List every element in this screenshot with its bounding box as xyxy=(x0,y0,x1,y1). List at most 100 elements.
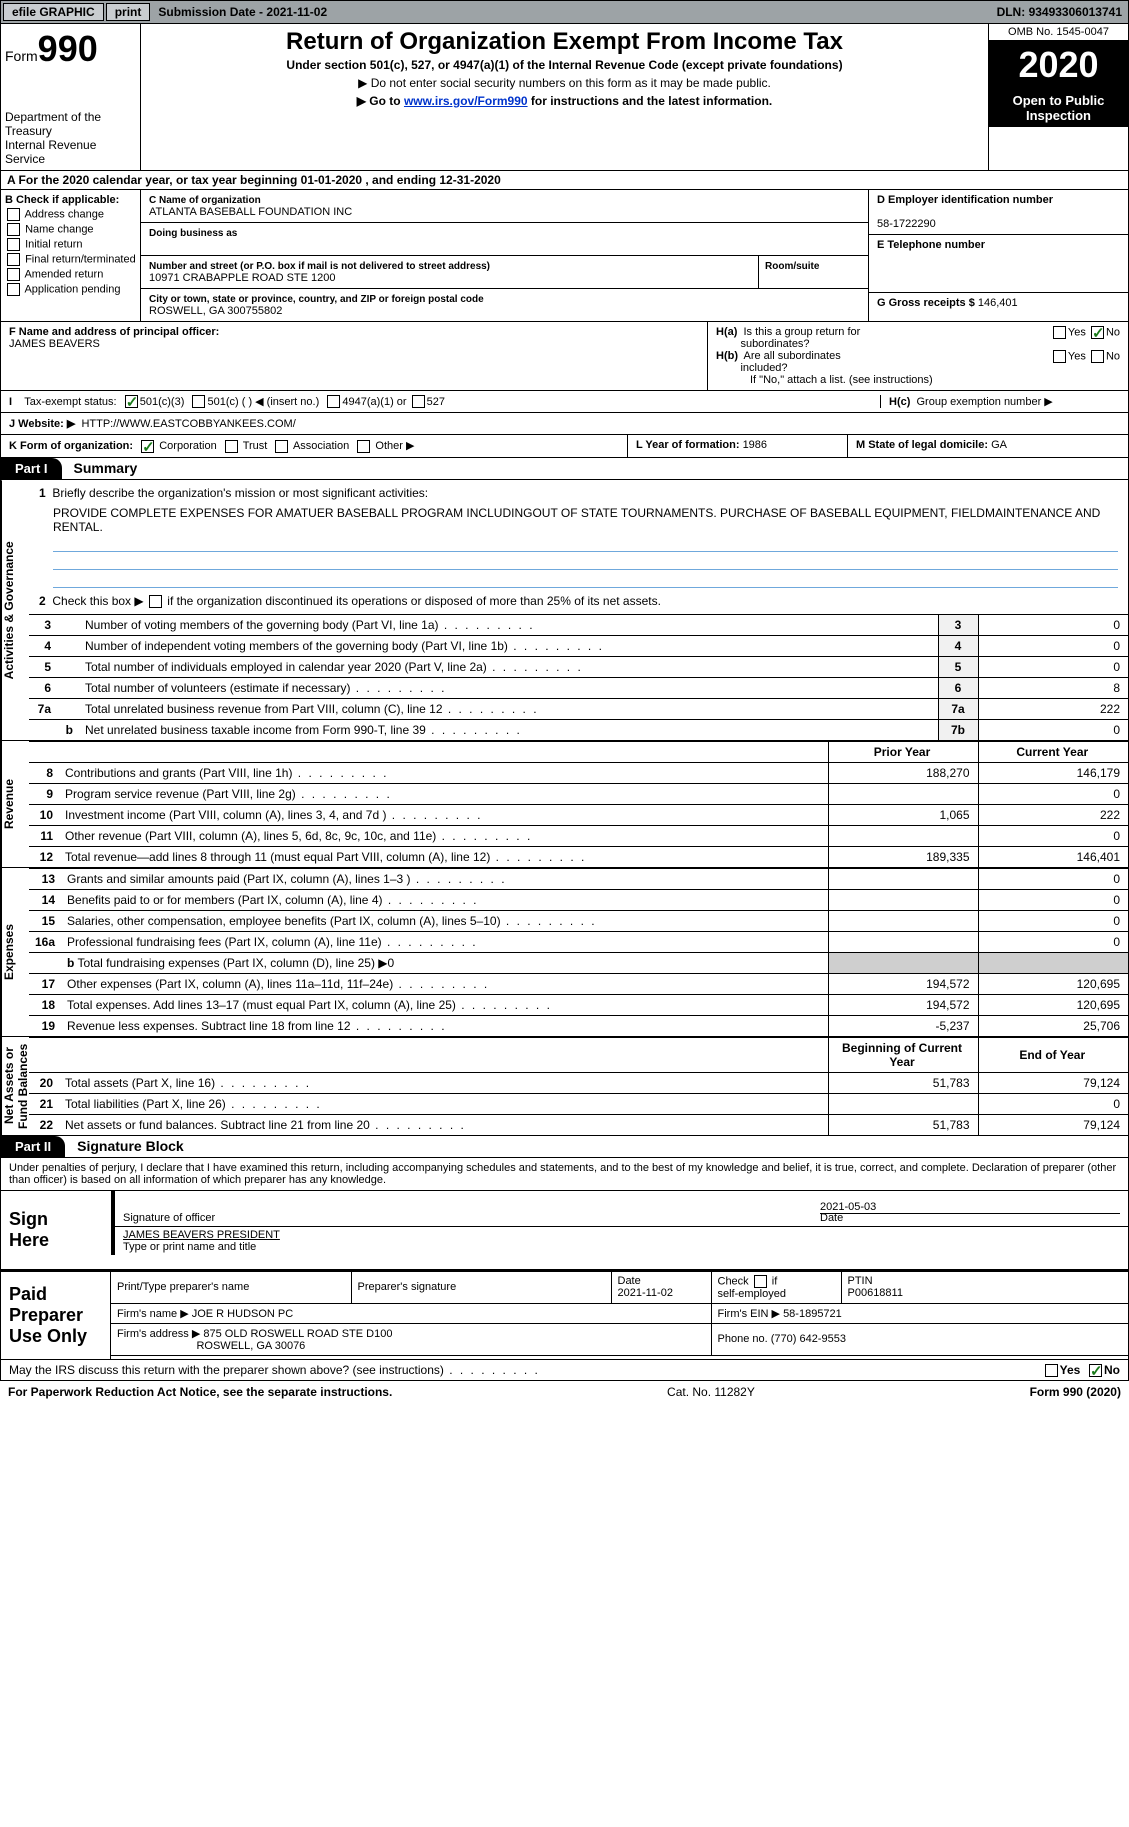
table-row: 11Other revenue (Part VIII, column (A), … xyxy=(29,825,1128,846)
table-netassets: Beginning of Current YearEnd of Year 20T… xyxy=(29,1037,1128,1135)
table-row: 9Program service revenue (Part VIII, lin… xyxy=(29,783,1128,804)
box-b: B Check if applicable: Address change Na… xyxy=(1,190,141,321)
print-button[interactable]: print xyxy=(106,3,151,21)
table-row: 13Grants and similar amounts paid (Part … xyxy=(29,868,1128,889)
table-activities: 3 Number of voting members of the govern… xyxy=(29,614,1128,740)
sign-here-label: Sign Here xyxy=(1,1191,81,1269)
signature-block: Under penalties of perjury, I declare th… xyxy=(0,1158,1129,1270)
form-subtitle: Under section 501(c), 527, or 4947(a)(1)… xyxy=(149,58,980,72)
chk-501c[interactable] xyxy=(192,395,205,408)
chk-ha-no[interactable] xyxy=(1091,326,1104,339)
table-revenue: Prior YearCurrent Year 8Contributions an… xyxy=(29,741,1128,867)
chk-final-return[interactable] xyxy=(7,253,20,266)
department-label: Department of the Treasury Internal Reve… xyxy=(5,110,136,166)
cat-no: Cat. No. 11282Y xyxy=(667,1385,755,1399)
table-row: 22Net assets or fund balances. Subtract … xyxy=(29,1114,1128,1135)
chk-application-pending[interactable] xyxy=(7,283,20,296)
summary-activities: Activities & Governance 1 Briefly descri… xyxy=(0,480,1129,741)
chk-hb-yes[interactable] xyxy=(1053,350,1066,363)
declaration-text: Under penalties of perjury, I declare th… xyxy=(1,1158,1128,1190)
form-header: Form990 Department of the Treasury Inter… xyxy=(0,24,1129,171)
side-label-revenue: Revenue xyxy=(1,741,29,867)
form-990-label: Form990 Department of the Treasury Inter… xyxy=(1,24,141,170)
chk-amended-return[interactable] xyxy=(7,268,20,281)
calendar-year-row: A For the 2020 calendar year, or tax yea… xyxy=(0,171,1129,190)
line-2: 2 Check this box ▶ if the organization d… xyxy=(29,592,1128,614)
side-label-expenses: Expenses xyxy=(1,868,29,1036)
gross-receipts: 146,401 xyxy=(978,297,1018,309)
state-domicile: GA xyxy=(991,439,1007,451)
table-row: 8Contributions and grants (Part VIII, li… xyxy=(29,762,1128,783)
box-c: C Name of organization ATLANTA BASEBALL … xyxy=(141,190,868,321)
table-row: 21Total liabilities (Part X, line 26) 0 xyxy=(29,1093,1128,1114)
box-f-h: F Name and address of principal officer:… xyxy=(0,322,1129,391)
part-2-header: Part II Signature Block xyxy=(0,1136,1129,1158)
mission-text: PROVIDE COMPLETE EXPENSES FOR AMATUER BA… xyxy=(53,506,1118,534)
chk-ha-yes[interactable] xyxy=(1053,326,1066,339)
summary-revenue: Revenue Prior YearCurrent Year 8Contribu… xyxy=(0,741,1129,868)
entity-block: B Check if applicable: Address change Na… xyxy=(0,190,1129,322)
chk-discuss-yes[interactable] xyxy=(1045,1364,1058,1377)
chk-trust[interactable] xyxy=(225,440,238,453)
box-i: I Tax-exempt status: 501(c)(3) 501(c) ( … xyxy=(0,391,1129,413)
chk-4947[interactable] xyxy=(327,395,340,408)
table-row: b Total fundraising expenses (Part IX, c… xyxy=(29,952,1128,973)
table-row: 17Other expenses (Part IX, column (A), l… xyxy=(29,973,1128,994)
submission-date: Submission Date - 2021-11-02 xyxy=(150,5,335,19)
chk-other[interactable] xyxy=(357,440,370,453)
summary-expenses: Expenses 13Grants and similar amounts pa… xyxy=(0,868,1129,1037)
table-row: 12Total revenue—add lines 8 through 11 (… xyxy=(29,846,1128,867)
chk-initial-return[interactable] xyxy=(7,238,20,251)
website-link[interactable]: HTTP://WWW.EASTCOBBYANKEES.COM/ xyxy=(81,418,295,430)
goto-note: ▶ Go to www.irs.gov/Form990 for instruct… xyxy=(149,94,980,108)
discuss-row: May the IRS discuss this return with the… xyxy=(0,1360,1129,1381)
chk-527[interactable] xyxy=(412,395,425,408)
chk-address-change[interactable] xyxy=(7,208,20,221)
chk-hb-no[interactable] xyxy=(1091,350,1104,363)
chk-corp[interactable] xyxy=(141,440,154,453)
chk-501c3[interactable] xyxy=(125,395,138,408)
tax-year: 2020 xyxy=(989,41,1128,89)
efile-button[interactable]: efile GRAPHIC xyxy=(3,3,104,21)
part-1-header: Part I Summary xyxy=(0,458,1129,480)
table-row: 7a Total unrelated business revenue from… xyxy=(29,698,1128,719)
table-row: 10Investment income (Part VIII, column (… xyxy=(29,804,1128,825)
side-label-activities: Activities & Governance xyxy=(1,480,29,740)
prep-date: 2021-11-02 xyxy=(618,1287,673,1299)
ptin: P00618811 xyxy=(848,1287,903,1299)
side-label-netassets: Net Assets or Fund Balances xyxy=(1,1037,29,1135)
org-street: 10971 CRABAPPLE ROAD STE 1200 xyxy=(149,272,335,284)
ssn-note: ▶ Do not enter social security numbers o… xyxy=(149,76,980,90)
open-to-public: Open to Public Inspection xyxy=(989,89,1128,127)
dln: DLN: 93493306013741 xyxy=(997,5,1128,19)
paperwork-notice: For Paperwork Reduction Act Notice, see … xyxy=(8,1385,392,1399)
year-formation: 1986 xyxy=(743,439,767,451)
table-row: 15Salaries, other compensation, employee… xyxy=(29,910,1128,931)
officer-name: JAMES BEAVERS PRESIDENT xyxy=(123,1229,280,1241)
firm-ein: 58-1895721 xyxy=(783,1308,842,1320)
irs-link[interactable]: www.irs.gov/Form990 xyxy=(404,94,528,108)
box-j: J Website: ▶ HTTP://WWW.EASTCOBBYANKEES.… xyxy=(0,413,1129,435)
summary-netassets: Net Assets or Fund Balances Beginning of… xyxy=(0,1037,1129,1136)
box-d-e-g: D Employer identification number 58-1722… xyxy=(868,190,1128,321)
table-row: 5 Total number of individuals employed i… xyxy=(29,656,1128,677)
org-city: ROSWELL, GA 300755802 xyxy=(149,305,282,317)
form-title: Return of Organization Exempt From Incom… xyxy=(149,28,980,56)
table-row: 19Revenue less expenses. Subtract line 1… xyxy=(29,1015,1128,1036)
chk-discontinued[interactable] xyxy=(149,595,162,608)
firm-name: JOE R HUDSON PC xyxy=(192,1308,293,1320)
firm-address-2: ROSWELL, GA 30076 xyxy=(196,1340,305,1352)
table-row: 16aProfessional fundraising fees (Part I… xyxy=(29,931,1128,952)
chk-name-change[interactable] xyxy=(7,223,20,236)
chk-assoc[interactable] xyxy=(275,440,288,453)
table-row: 14Benefits paid to or for members (Part … xyxy=(29,889,1128,910)
chk-self-employed[interactable] xyxy=(754,1275,767,1288)
principal-officer: JAMES BEAVERS xyxy=(9,338,100,350)
omb-number: OMB No. 1545-0047 xyxy=(989,24,1128,41)
chk-discuss-no[interactable] xyxy=(1089,1364,1102,1377)
paid-preparer-block: Paid Preparer Use Only Print/Type prepar… xyxy=(0,1270,1129,1360)
org-name: ATLANTA BASEBALL FOUNDATION INC xyxy=(149,206,352,218)
firm-address-1: 875 OLD ROSWELL ROAD STE D100 xyxy=(203,1328,392,1340)
form-page: Form 990 (2020) xyxy=(1030,1385,1121,1399)
sig-date: 2021-05-03 xyxy=(820,1201,1120,1214)
